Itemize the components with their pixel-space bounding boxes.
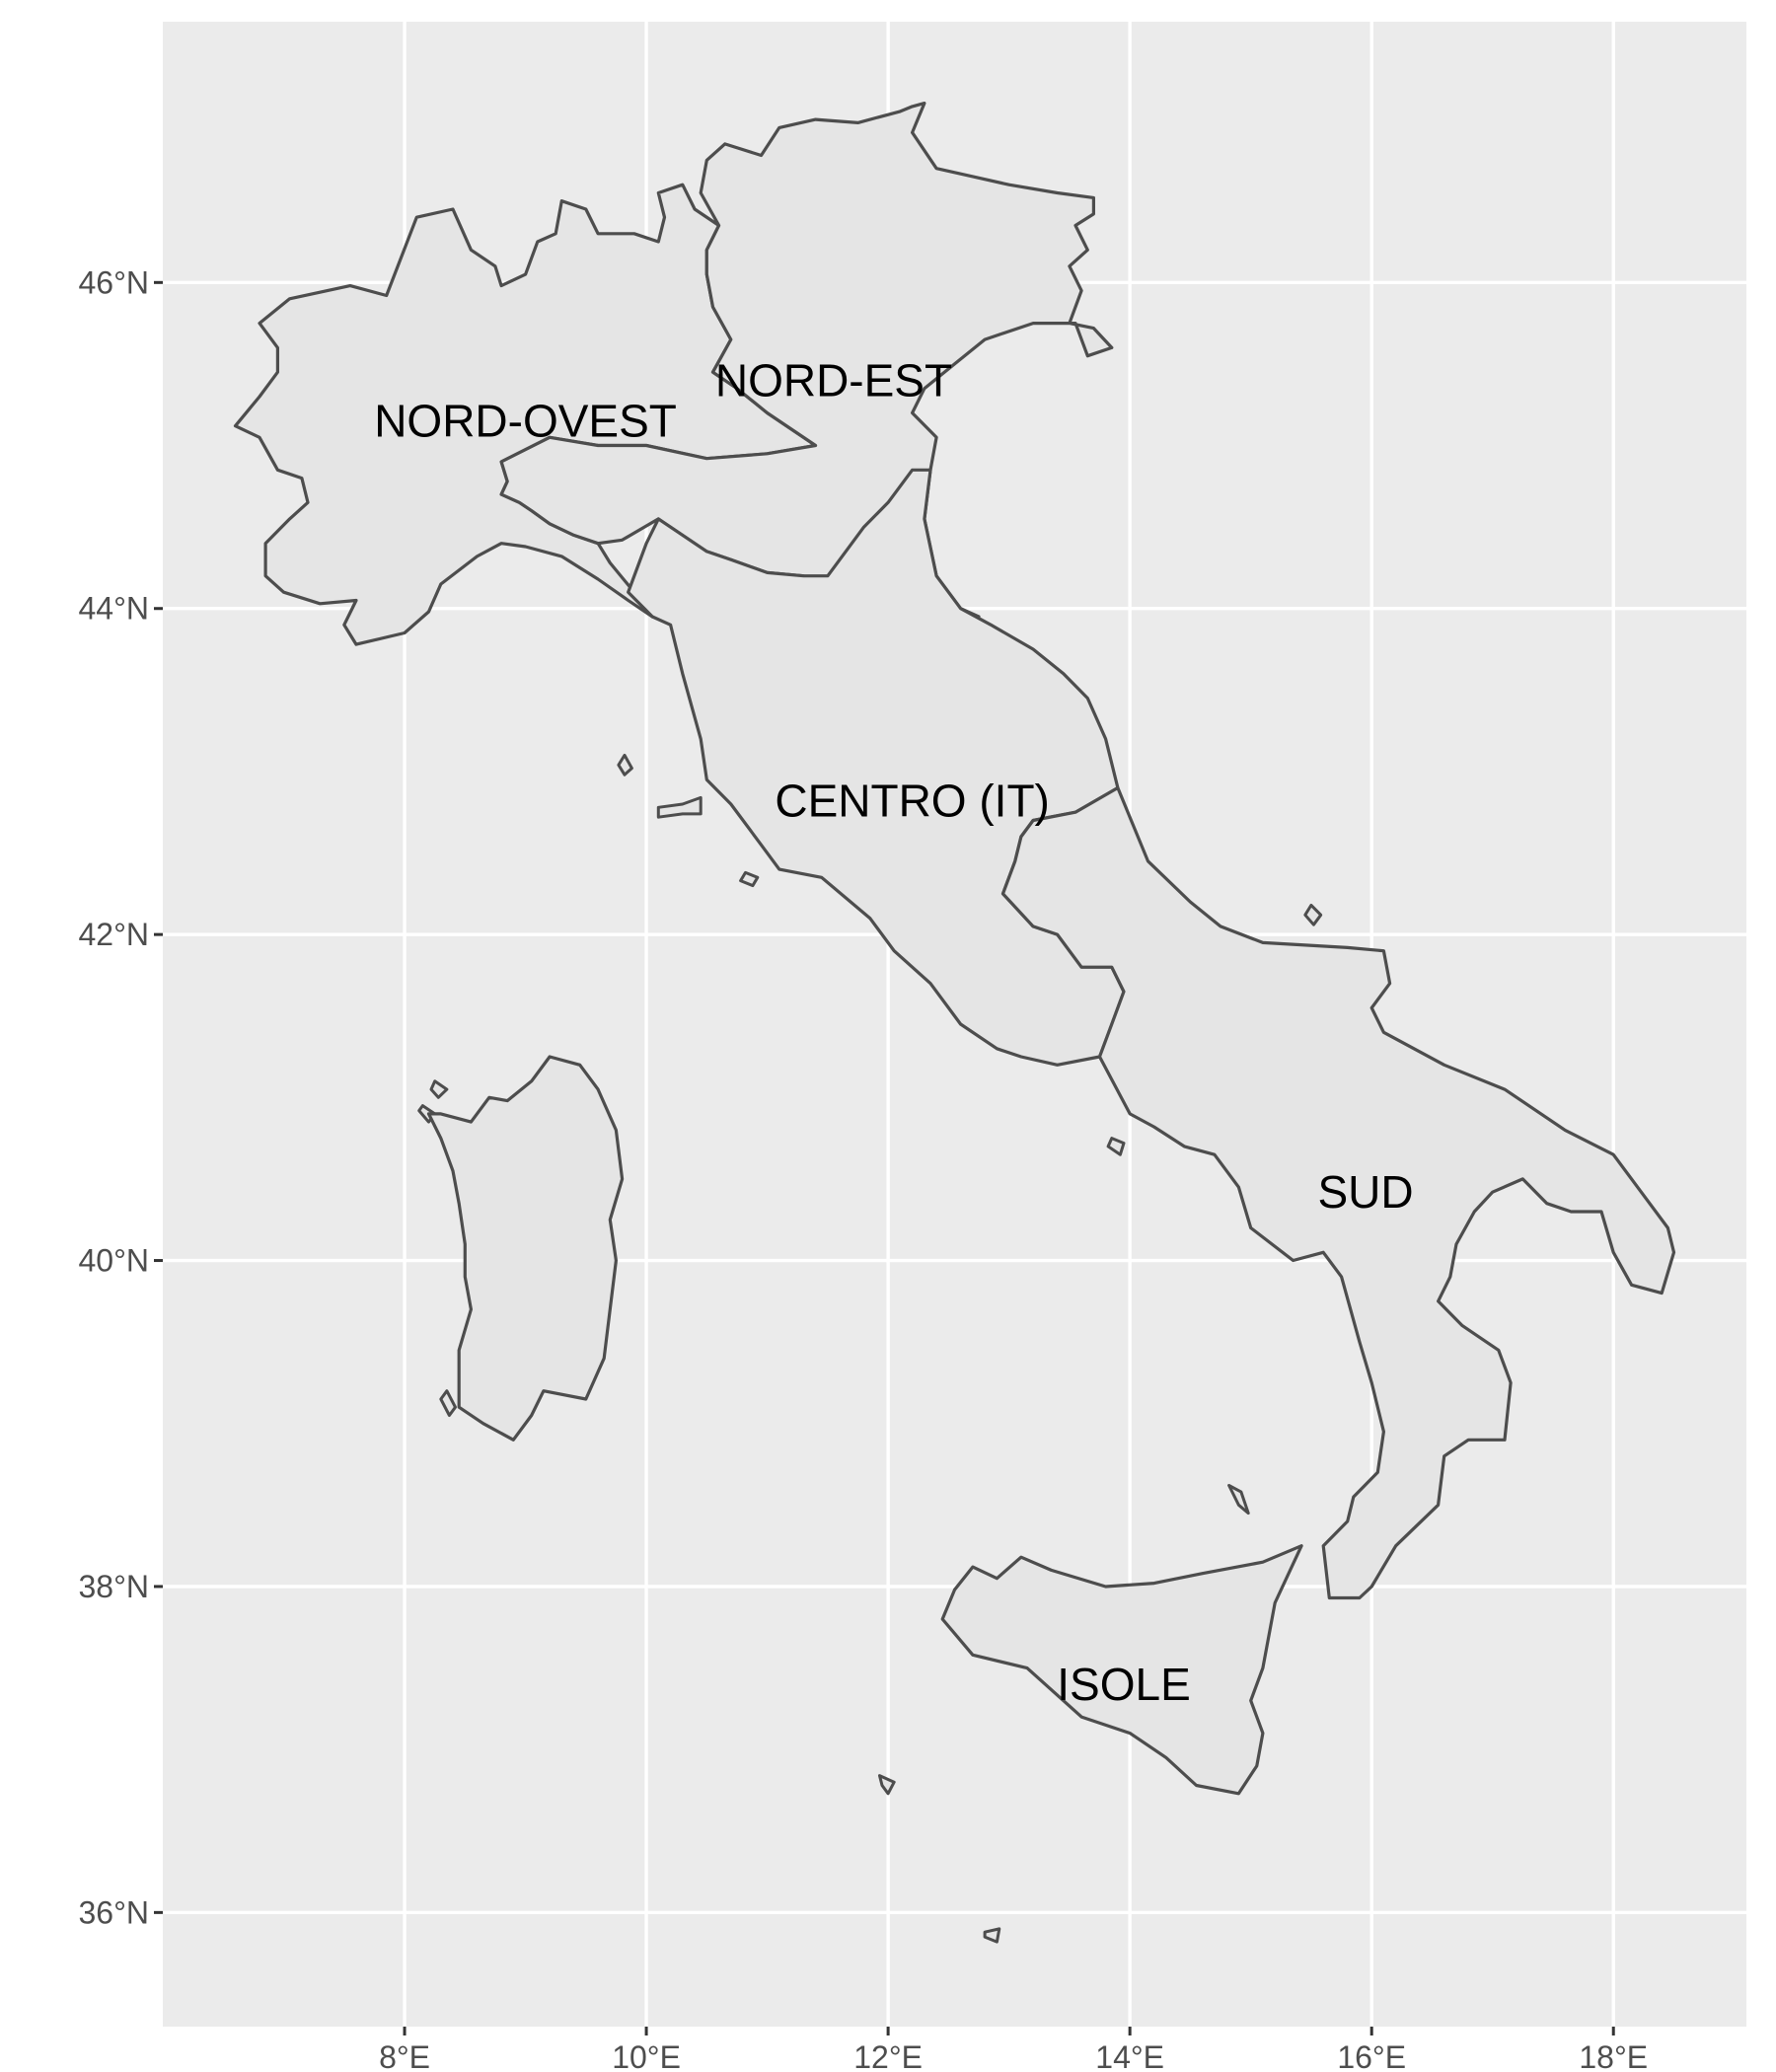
region-nord-est xyxy=(499,102,1114,651)
region-isole xyxy=(426,1055,1303,1796)
x-tick-label: 16°E xyxy=(1337,2039,1406,2072)
islet-shape xyxy=(1303,903,1323,926)
y-tick-label: 38°N xyxy=(79,1569,150,1604)
region-label-nord-ovest: NORD-OVEST xyxy=(374,396,677,447)
y-tick-label: 40°N xyxy=(79,1243,150,1279)
y-tick-label: 44°N xyxy=(79,591,150,627)
region-label-isole: ISOLE xyxy=(1057,1659,1191,1710)
region-label-nord-est: NORD-EST xyxy=(715,354,952,406)
islet-shape xyxy=(617,753,633,777)
islet-shape xyxy=(878,1774,896,1796)
region-label-centro-it: CENTRO (IT) xyxy=(775,776,1050,827)
region-label-sud: SUD xyxy=(1318,1166,1414,1218)
islet-shape xyxy=(739,870,760,888)
y-tick-label: 46°N xyxy=(79,264,150,300)
region-labels-layer: NORD-OVEST NORD-EST CENTRO (IT) SUD ISOLE xyxy=(374,354,1413,1710)
x-tick-label: 18°E xyxy=(1579,2039,1648,2072)
islet-shape xyxy=(1227,1484,1250,1516)
x-tick-label: 10°E xyxy=(612,2039,681,2072)
axes: 8°E 10°E 12°E 14°E 16°E 18°E 36°N 38°N 40°N 42°N 4… xyxy=(79,264,1649,2072)
islet-shape xyxy=(439,1389,457,1417)
islet-shape xyxy=(983,1927,1001,1944)
x-tick-label: 12°E xyxy=(853,2039,923,2072)
x-tick-label: 14°E xyxy=(1095,2039,1164,2072)
regions-layer xyxy=(233,102,1676,1796)
islet-shape xyxy=(429,1079,449,1099)
y-tick-label: 36°N xyxy=(79,1894,150,1930)
islet-shape xyxy=(656,795,703,819)
y-tick-label: 42°N xyxy=(79,917,150,952)
islet-shape xyxy=(1106,1137,1126,1156)
region-sud xyxy=(1000,785,1676,1600)
x-tick-label: 8°E xyxy=(379,2039,430,2072)
